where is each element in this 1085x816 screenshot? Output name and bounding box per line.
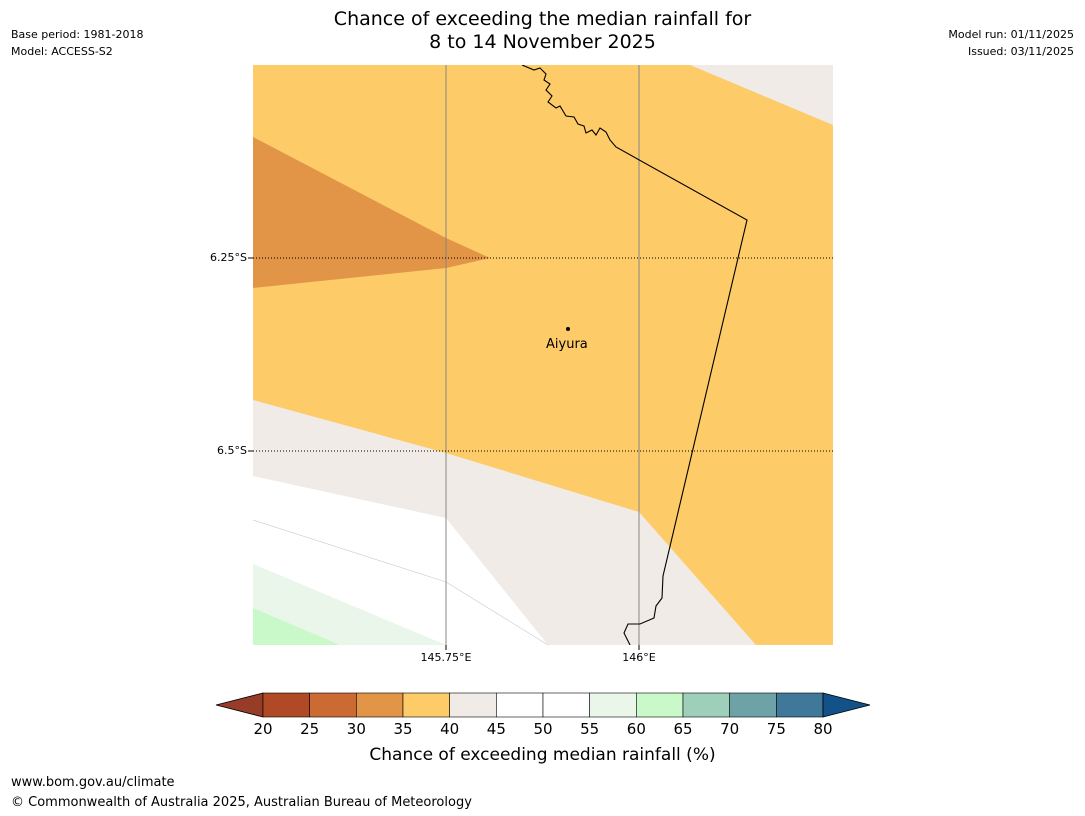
colorbar-segment-30-35 bbox=[356, 692, 404, 718]
colorbar-segment-20-25 bbox=[262, 692, 310, 718]
region-30-35 bbox=[253, 137, 490, 288]
colorbar-segment-65-70 bbox=[682, 692, 730, 718]
region-55-60 bbox=[253, 564, 446, 645]
colorbar-tick-30: 30 bbox=[346, 720, 366, 738]
model-run-date: Model run: 01/11/2025 bbox=[948, 28, 1074, 41]
colorbar-tick-75: 75 bbox=[766, 720, 786, 738]
colorbar-tick-65: 65 bbox=[673, 720, 693, 738]
colorbar-tick-80: 80 bbox=[813, 720, 833, 738]
colorbar-segment-40-45 bbox=[449, 692, 497, 718]
issued-date: Issued: 03/11/2025 bbox=[967, 45, 1074, 58]
model-name: Model: ACCESS-S2 bbox=[11, 45, 113, 58]
map-fill-regions bbox=[253, 65, 833, 645]
lon-label-146: 146°E bbox=[622, 651, 656, 664]
lat-label-6-5: 6.5°S bbox=[217, 444, 247, 457]
colorbar-tick-45: 45 bbox=[486, 720, 506, 738]
colorbar-tick-70: 70 bbox=[720, 720, 740, 738]
region-60-65 bbox=[253, 608, 340, 645]
colorbar-segment-55-60 bbox=[589, 692, 637, 718]
colorbar-label: Chance of exceeding median rainfall (%) bbox=[369, 745, 716, 765]
colorbar-segment-35-40 bbox=[402, 692, 450, 718]
lon-label-145-75: 145.75°E bbox=[420, 651, 472, 664]
colorbar bbox=[215, 692, 871, 718]
colorbar-tick-60: 60 bbox=[626, 720, 646, 738]
aiyura-marker bbox=[566, 327, 570, 331]
metadata-left: Base period: 1981-2018 Model: ACCESS-S2 bbox=[11, 26, 143, 60]
colorbar-segment-60-65 bbox=[636, 692, 684, 718]
colorbar-segment-75-80 bbox=[776, 692, 824, 718]
map-title-line-1: Chance of exceeding the median rainfall … bbox=[333, 8, 752, 30]
colorbar-segment-25-30 bbox=[309, 692, 357, 718]
colorbar-segment-70-75 bbox=[729, 692, 777, 718]
place-label-aiyura: Aiyura bbox=[546, 337, 588, 352]
province-boundary bbox=[521, 65, 748, 645]
colorbar-under-arrow bbox=[215, 692, 264, 718]
footer-copyright: © Commonwealth of Australia 2025, Austra… bbox=[11, 795, 472, 810]
metadata-right: Model run: 01/11/2025 Issued: 03/11/2025 bbox=[948, 26, 1074, 60]
colorbar-tick-50: 50 bbox=[533, 720, 553, 738]
colorbar-tick-55: 55 bbox=[580, 720, 600, 738]
colorbar-tick-20: 20 bbox=[253, 720, 273, 738]
colorbar-segment-45-50 bbox=[496, 692, 544, 718]
colorbar-segment-50-55 bbox=[542, 692, 590, 718]
base-period: Base period: 1981-2018 bbox=[11, 28, 144, 41]
colorbar-over-arrow bbox=[822, 692, 871, 718]
region-40-45-ne bbox=[690, 65, 833, 125]
colorbar-tick-35: 35 bbox=[393, 720, 413, 738]
colorbar-tick-25: 25 bbox=[300, 720, 320, 738]
footer-url: www.bom.gov.au/climate bbox=[11, 775, 175, 790]
map-title-line-2: 8 to 14 November 2025 bbox=[429, 31, 656, 53]
colorbar-tick-40: 40 bbox=[440, 720, 460, 738]
lat-label-6-25: 6.25°S bbox=[210, 251, 247, 264]
